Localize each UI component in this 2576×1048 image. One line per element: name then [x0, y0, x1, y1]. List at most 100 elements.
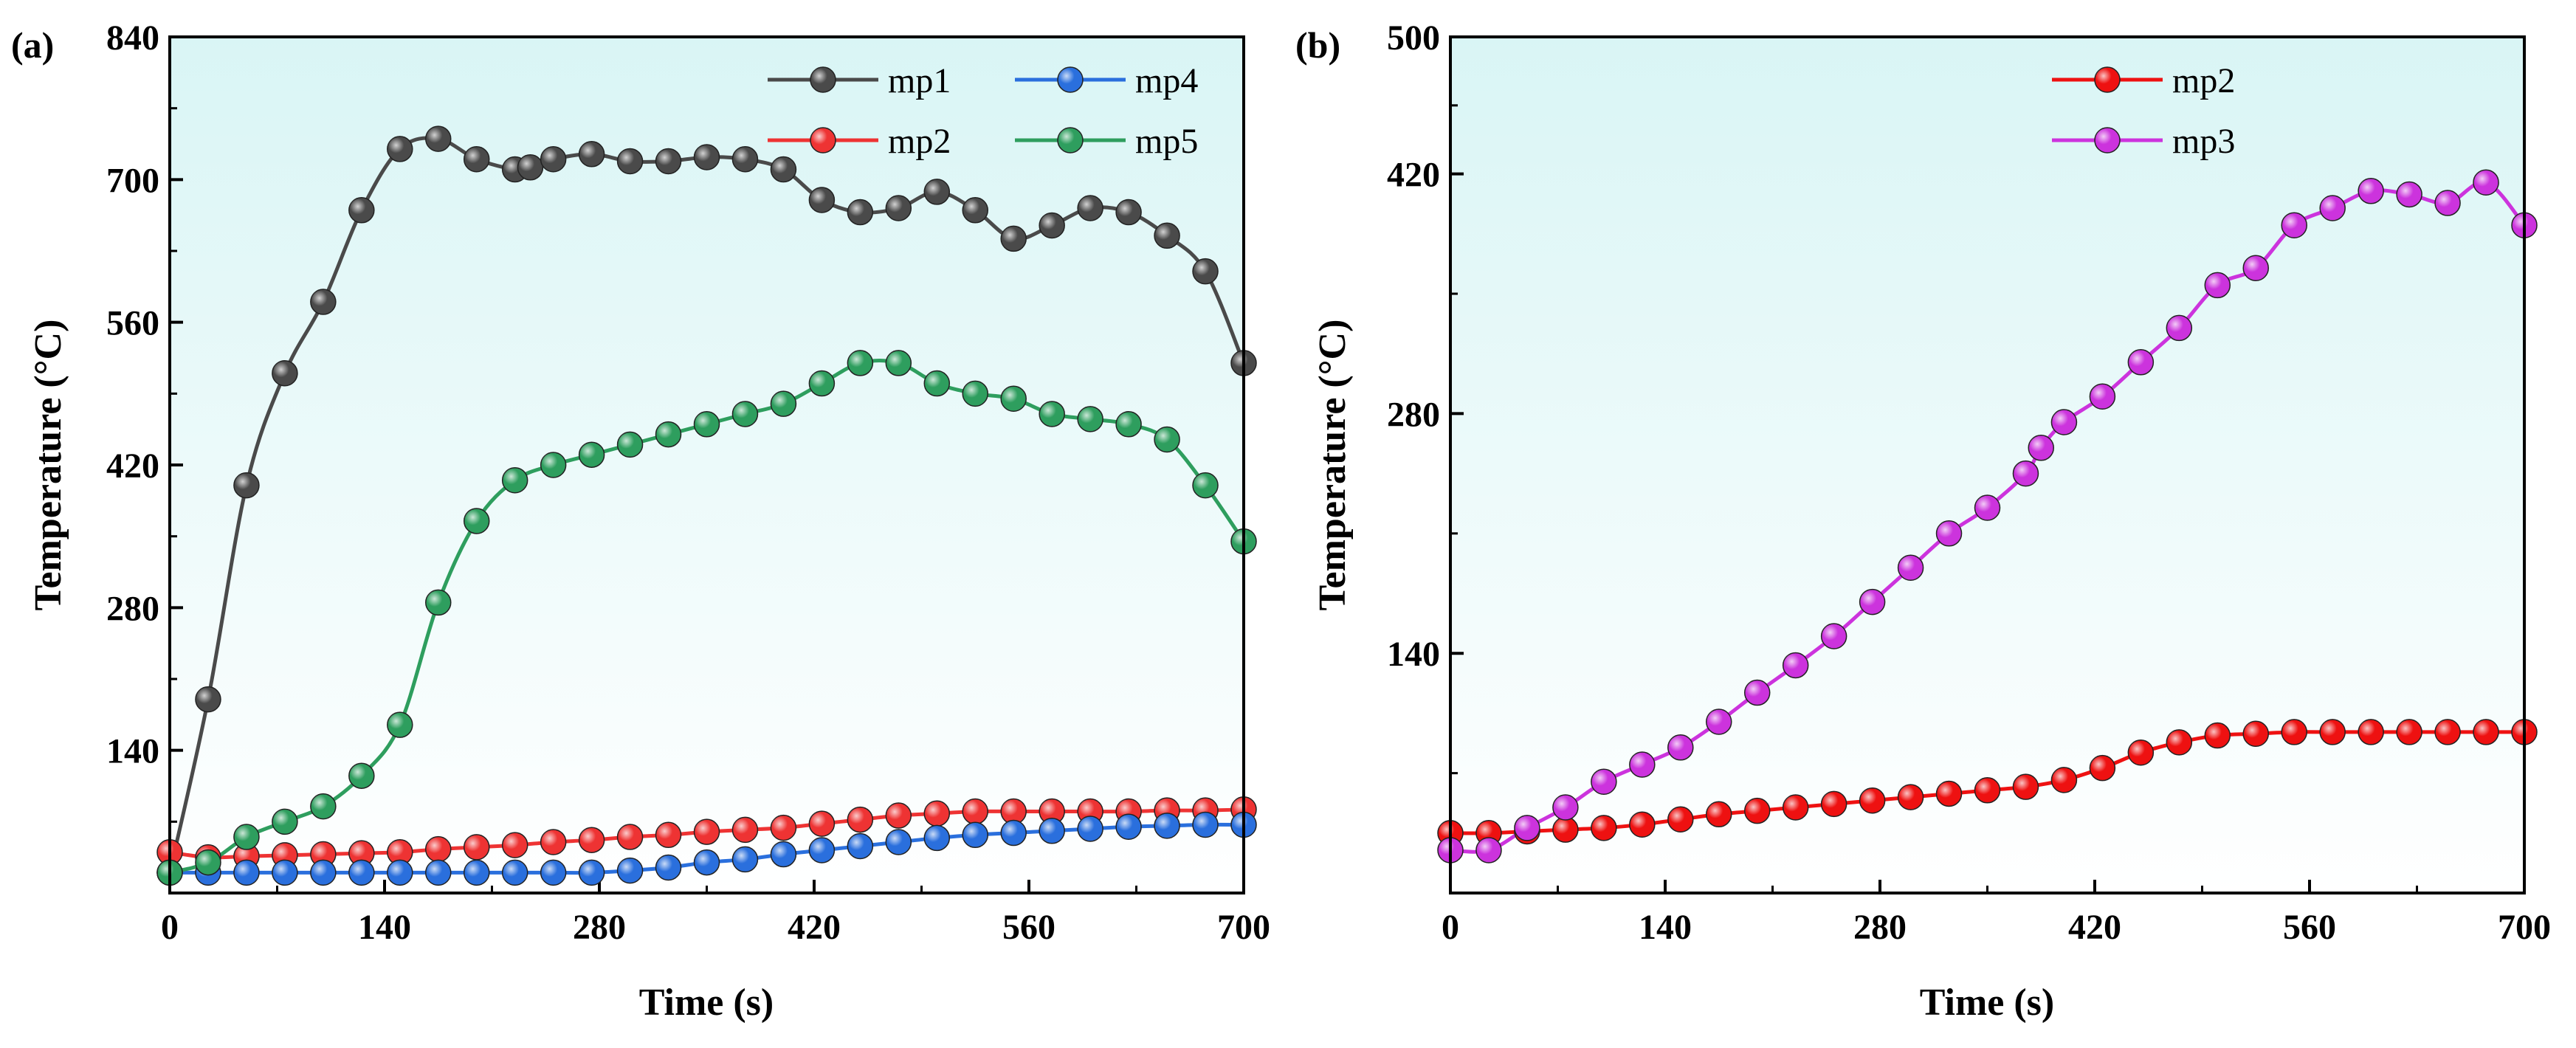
panel-label-b: (b)	[1295, 24, 1340, 66]
data-point-mp2	[2204, 722, 2231, 749]
data-point-mp1	[540, 145, 567, 173]
data-point-mp2	[2281, 719, 2307, 745]
data-point-mp2	[501, 832, 528, 858]
data-point-mp4	[885, 829, 912, 855]
data-point-mp4	[1115, 813, 1142, 840]
data-point-mp2	[2089, 754, 2116, 782]
legend-item-mp5: mp5	[1015, 122, 1198, 161]
data-point-mp2	[885, 802, 912, 829]
data-point-mp3	[1591, 768, 1617, 795]
x-tick-label: 280	[1853, 908, 1907, 947]
data-point-mp2	[310, 841, 337, 868]
data-point-mp5	[1039, 401, 1065, 427]
data-point-mp4	[655, 854, 682, 881]
data-point-mp3	[1706, 709, 1732, 735]
x-tick-label: 420	[788, 908, 841, 947]
chart-panel-a: 0 140 280 420 560 700 140 280 420 560 700 840 (a) T…	[11, 18, 1270, 1024]
data-point-mp4	[1154, 813, 1180, 839]
data-point-mp4	[387, 859, 413, 886]
x-tick-label: 140	[1639, 908, 1692, 947]
x-tick-label: 420	[2068, 908, 2121, 947]
plot-frame-a	[168, 35, 1245, 894]
data-point-mp3	[1475, 837, 1502, 863]
data-point-mp1	[616, 148, 644, 175]
chart-panel-b: 0 140 280 420 560 700 140 280 420 500 (b) Time (s…	[1295, 18, 2551, 1024]
data-point-mp1	[1115, 199, 1142, 226]
data-point-mp5	[808, 370, 836, 397]
data-point-mp5	[463, 508, 490, 534]
data-point-mp2	[1743, 797, 1771, 824]
data-point-mp3	[1514, 815, 1540, 841]
data-point-mp4	[578, 859, 605, 886]
legend-item-mp4: mp4	[1015, 61, 1198, 100]
data-point-mp3	[1859, 588, 1886, 616]
y-axis-title-a: Temperature (°C)	[27, 320, 69, 611]
data-point-mp4	[348, 859, 375, 886]
data-point-mp4	[1077, 816, 1103, 842]
data-point-mp5	[655, 421, 682, 448]
y-tick-label: 500	[1387, 18, 1440, 58]
data-point-mp5	[885, 350, 912, 376]
data-point-mp2	[847, 806, 874, 833]
x-axis-title-a: Time (s)	[639, 982, 774, 1024]
data-point-mp3	[2358, 178, 2384, 204]
y-tick-label: 420	[1387, 156, 1440, 195]
data-point-mp3	[2089, 383, 2116, 410]
y-tick-label: 560	[106, 304, 159, 343]
x-tick-label: 0	[161, 908, 179, 947]
legend-label: mp1	[888, 61, 951, 100]
plot-frame-b	[1449, 35, 2526, 894]
data-point-mp3	[2127, 349, 2155, 376]
data-point-mp2	[770, 814, 797, 841]
data-point-mp5	[1115, 411, 1142, 438]
data-point-mp5	[195, 849, 221, 876]
data-point-mp5	[1192, 472, 1219, 499]
x-tick-label: 140	[358, 908, 411, 947]
data-point-mp5	[1000, 385, 1027, 412]
legend-item-mp2: mp2	[2052, 61, 2235, 100]
series-layer-a	[156, 125, 1257, 886]
data-point-mp2	[463, 834, 490, 861]
data-point-mp3	[2242, 255, 2269, 281]
data-point-mp5	[540, 452, 567, 478]
data-point-mp3	[1667, 734, 1694, 761]
data-point-mp5	[731, 401, 759, 427]
data-point-mp2	[1782, 794, 1809, 821]
series-layer-b	[1437, 169, 2538, 863]
data-point-mp2	[425, 835, 452, 863]
data-point-mp2	[540, 829, 567, 855]
data-point-mp5	[348, 762, 375, 789]
data-point-mp1	[578, 141, 605, 168]
data-point-mp1	[923, 179, 951, 205]
data-point-mp1	[348, 197, 375, 224]
data-point-mp4	[540, 859, 567, 886]
data-point-mp5	[770, 390, 797, 417]
legend-item-mp3: mp3	[2052, 122, 2235, 161]
data-point-mp3	[2281, 212, 2307, 238]
data-point-mp5	[233, 824, 260, 850]
data-point-mp4	[616, 857, 644, 884]
data-point-mp5	[425, 589, 452, 616]
data-point-mp2	[2242, 720, 2269, 747]
x-tick-label: 560	[2283, 908, 2336, 947]
data-point-mp1	[310, 289, 337, 315]
data-point-mp3	[2319, 195, 2346, 221]
data-point-mp4	[233, 859, 260, 886]
data-point-mp3	[2028, 435, 2054, 461]
data-point-mp3	[1974, 494, 2001, 521]
data-point-mp1	[885, 195, 912, 221]
y-tick-label: 140	[106, 732, 159, 771]
data-point-mp1	[425, 125, 452, 152]
data-point-mp1	[655, 148, 682, 175]
legend-marker-mp3	[2094, 127, 2121, 154]
data-point-mp2	[2358, 719, 2384, 745]
data-point-mp3	[2473, 169, 2499, 196]
data-point-mp2	[578, 827, 605, 853]
data-point-mp2	[1897, 784, 1924, 810]
data-point-mp5	[616, 431, 644, 458]
data-point-mp1	[847, 199, 874, 226]
data-point-mp3	[2012, 460, 2039, 487]
data-point-mp3	[1935, 520, 1963, 547]
data-point-mp2	[2319, 719, 2346, 745]
